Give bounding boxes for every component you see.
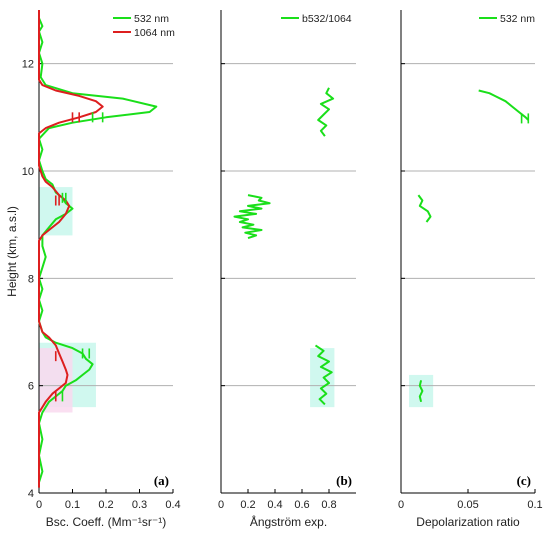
series-line [38,10,104,488]
series-line [314,344,333,406]
y-tick-label: 6 [28,381,34,393]
legend-entry: b532/1064 [302,13,352,25]
y-axis-label: Height (km, a.s.l) [5,206,19,297]
shaded-band [310,348,335,408]
series-line [233,194,271,240]
y-tick-label: 4 [28,488,34,500]
x-axis-label: Depolarization ratio [416,515,520,529]
x-tick-label: 0.8 [321,499,336,511]
panel-a: 4 6 8 10 12 0 0.1 0.2 0.3 0.4 Bsc. Coeff. (Mm⁻¹sr⁻… [22,10,181,529]
x-tick-label: 0.05 [457,499,478,511]
series-line [417,194,432,223]
series-line [317,87,335,137]
x-axis-label: Ångström exp. [250,514,327,529]
x-tick-label: 0 [218,499,224,511]
panel-b: 0 0.2 0.4 0.6 0.8 Ångström exp. (b) b532/1064 [218,10,356,529]
x-tick-label: 0.4 [165,499,180,511]
panel-c: 0 0.05 0.1 Depolarization ratio (c) 532 nm [398,10,543,529]
legend-entry: 532 nm [500,13,535,25]
x-tick-label: 0.1 [65,499,80,511]
series-line [418,380,424,403]
x-tick-label: 0 [398,499,404,511]
x-tick-label: 0.2 [240,499,255,511]
panel-label: (c) [517,473,531,488]
panel-label: (a) [154,473,169,488]
x-axis-label: Bsc. Coeff. (Mm⁻¹sr⁻¹) [46,515,166,529]
x-tick-label: 0.6 [294,499,309,511]
y-tick-label: 10 [22,166,34,178]
y-tick-label: 12 [22,59,34,71]
x-tick-label: 0.4 [267,499,282,511]
panel-label: (b) [336,473,352,488]
x-tick-label: 0.2 [98,499,113,511]
shading-layer [39,187,434,413]
legend-entry: 1064 nm [134,27,175,39]
x-tick-label: 0.3 [132,499,147,511]
series-line [478,89,530,121]
x-tick-label: 0.1 [527,499,542,511]
x-tick-label: 0 [36,499,42,511]
legend-entry: 532 nm [134,13,169,25]
y-tick-label: 8 [28,273,34,285]
shaded-band [409,374,434,408]
